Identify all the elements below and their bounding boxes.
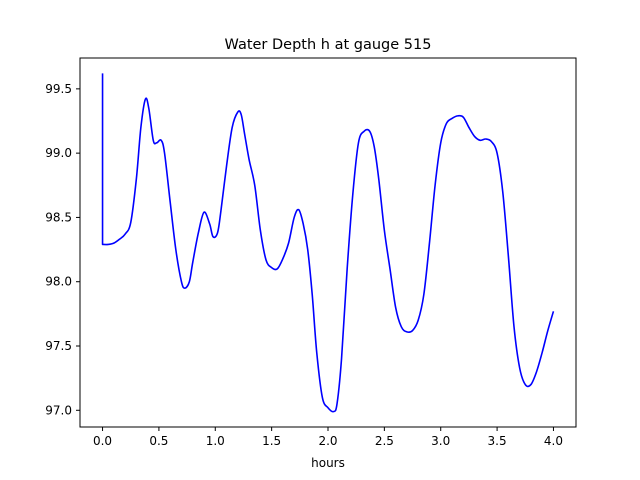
x-axis-ticks: 0.0 0.5 1.0 1.5 2.0 2.5 3.0 3.5 4.0 bbox=[93, 427, 563, 448]
chart-title: Water Depth h at gauge 515 bbox=[225, 37, 432, 53]
y-tick-label: 99.0 bbox=[45, 146, 72, 160]
plot-frame bbox=[79, 57, 577, 428]
x-axis-label: hours bbox=[311, 456, 345, 470]
y-axis-ticks: 97.0 97.5 98.0 98.5 99.0 99.5 bbox=[45, 82, 80, 417]
x-tick-label: 1.0 bbox=[206, 434, 225, 448]
x-tick-label: 0.5 bbox=[149, 434, 168, 448]
x-tick-label: 2.0 bbox=[318, 434, 337, 448]
x-tick-label: 3.5 bbox=[488, 434, 507, 448]
y-tick-label: 98.5 bbox=[45, 210, 72, 224]
x-tick-label: 3.0 bbox=[431, 434, 450, 448]
y-tick-label: 97.5 bbox=[45, 339, 72, 353]
y-tick-label: 97.0 bbox=[45, 403, 72, 417]
y-tick-label: 99.5 bbox=[45, 82, 72, 96]
x-tick-label: 0.0 bbox=[93, 434, 112, 448]
x-tick-label: 2.5 bbox=[375, 434, 394, 448]
series-line bbox=[101, 73, 555, 413]
series-group bbox=[101, 73, 555, 413]
x-tick-label: 4.0 bbox=[544, 434, 563, 448]
plot-area bbox=[80, 58, 576, 427]
x-tick-label: 1.5 bbox=[262, 434, 281, 448]
y-tick-label: 98.0 bbox=[45, 275, 72, 289]
